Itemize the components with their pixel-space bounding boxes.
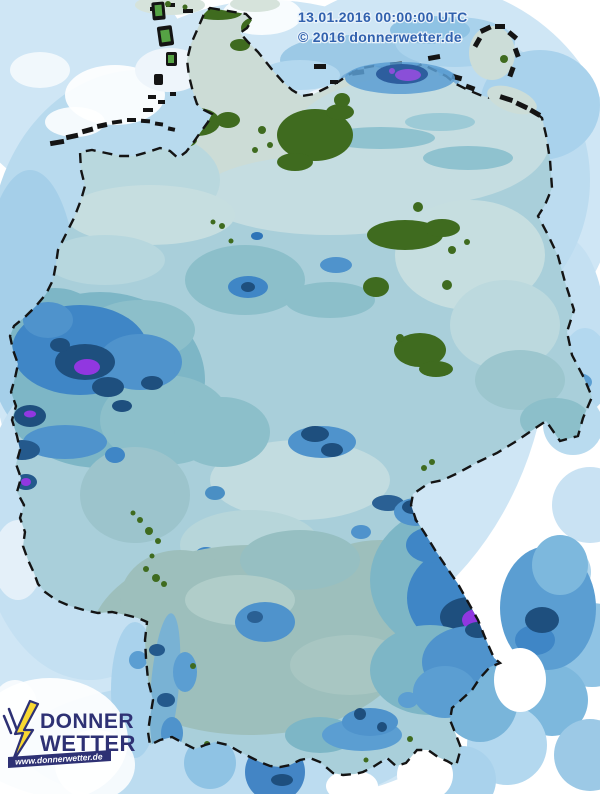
donnerwetter-logo[interactable]: DONNER WETTER www.donnerwetter.de <box>0 678 136 794</box>
timestamp-text: 13.01.2016 00:00:00 UTC <box>298 9 468 25</box>
rain-purple-spots <box>21 359 100 486</box>
snow-layer <box>130 8 470 763</box>
header: 13.01.2016 00:00:00 UTC © 2016 donnerwet… <box>297 8 469 47</box>
baltic-rain-spot <box>345 62 455 94</box>
logo-url-bar <box>8 750 111 768</box>
logo-line1: DONNER <box>40 710 134 733</box>
lightning-bolt-icon <box>2 699 40 765</box>
germany-border-outline <box>8 6 594 777</box>
copyright-text: © 2016 donnerwetter.de <box>298 29 462 45</box>
